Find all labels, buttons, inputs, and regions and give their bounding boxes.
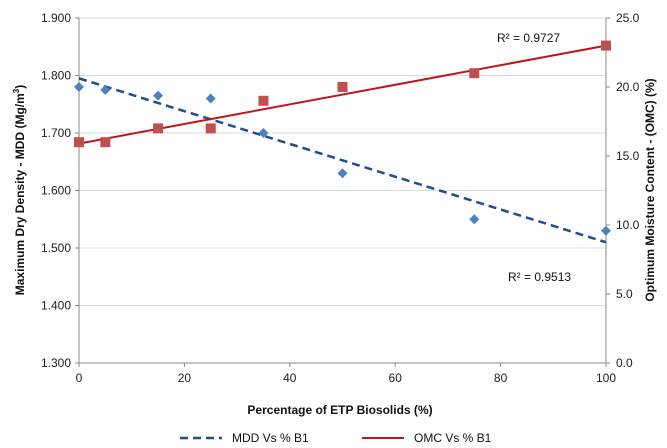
- y-left-tick-label: 1.300: [41, 356, 71, 370]
- y-left-title-sup: 3: [12, 88, 21, 93]
- y-right-tick-label: 25.0: [616, 11, 640, 25]
- y-left-tick-label: 1.500: [41, 241, 71, 255]
- omc-point: [258, 95, 269, 106]
- y-left-tick-label: 1.700: [41, 126, 71, 140]
- r2-label-omc: R² = 0.9727: [497, 31, 560, 45]
- trendlines: [78, 44, 607, 244]
- mdd-point: [205, 93, 216, 104]
- gridlines: [79, 17, 606, 364]
- x-tick-label: 40: [283, 371, 297, 385]
- omc-point: [337, 82, 348, 92]
- y-left-axis-title: Maximum Dry Density - MDD (Mg/m3): [12, 85, 27, 295]
- x-axis-title: Percentage of ETP Biosolids (%): [247, 403, 432, 417]
- legend-mdd-label: MDD Vs % B1: [232, 431, 309, 445]
- mdd-point: [337, 168, 348, 179]
- mdd-point: [469, 214, 480, 225]
- x-tick-label: 80: [494, 371, 508, 385]
- y-right-tick-label: 15.0: [616, 149, 640, 163]
- y-left-title-main: Maximum Dry Density - MDD (Mg/m: [13, 93, 27, 295]
- omc-point: [469, 68, 480, 79]
- mdd-trendline: [78, 77, 607, 244]
- legend-omc-label: OMC Vs % B1: [414, 431, 492, 445]
- r2-label-mdd: R² = 0.9513: [508, 270, 571, 284]
- mdd-point: [258, 128, 269, 138]
- y-right-tick-label: 5.0: [616, 287, 633, 301]
- mdd-point: [153, 90, 164, 101]
- y-left-title-end: ): [13, 85, 27, 89]
- y-right-tick-label: 20.0: [616, 80, 640, 94]
- axes: 1.300 1.400 1.500 1.600 1.700 1.800 1.900 0.0 5.…: [41, 11, 640, 385]
- omc-point: [205, 123, 216, 134]
- y-left-tick-label: 1.600: [41, 184, 71, 198]
- mdd-point: [100, 84, 111, 95]
- y-left-tick-label: 1.800: [41, 69, 71, 83]
- omc-point: [153, 123, 164, 134]
- omc-point: [601, 40, 611, 51]
- y-right-tick-label: 0.0: [616, 356, 633, 370]
- data-points: [74, 40, 611, 236]
- y-right-axis-title: Optimum Moisture Content - (OMC) (%): [643, 78, 657, 301]
- legend: MDD Vs % B1 OMC Vs % B1: [180, 431, 492, 445]
- x-tick-label: 60: [389, 371, 403, 385]
- mdd-point: [601, 225, 611, 236]
- y-left-tick-label: 1.400: [41, 299, 71, 313]
- y-right-tick-label: 10.0: [616, 218, 640, 232]
- x-tick-label: 0: [76, 371, 83, 385]
- omc-point: [100, 137, 111, 148]
- y-left-tick-label: 1.900: [41, 11, 71, 25]
- x-tick-label: 100: [596, 371, 616, 385]
- omc-trendline: [78, 44, 607, 145]
- x-tick-label: 20: [178, 371, 192, 385]
- omc-point: [74, 137, 84, 148]
- mdd-point: [74, 82, 84, 92]
